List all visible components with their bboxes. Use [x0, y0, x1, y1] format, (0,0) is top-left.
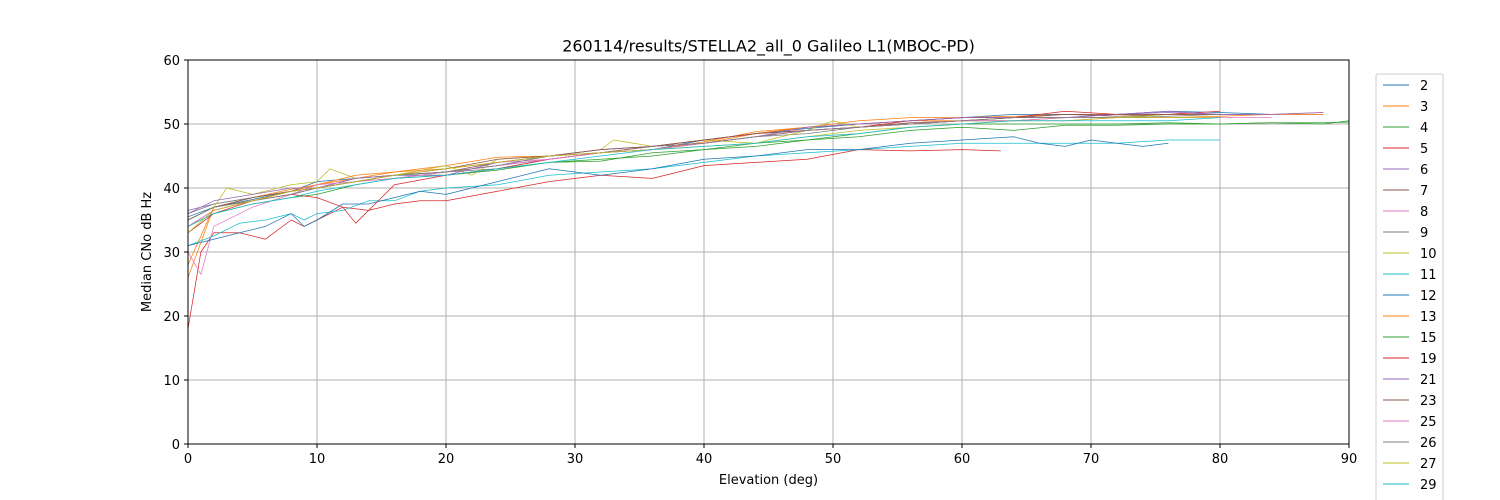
legend-label-21: 21	[1420, 373, 1437, 388]
x-tick-label: 90	[1341, 452, 1358, 467]
legend-label-5: 5	[1420, 142, 1428, 157]
y-tick-label: 50	[163, 118, 180, 133]
legend-label-25: 25	[1420, 415, 1437, 430]
x-axis-ticks: 0 10 20 30 40 50 60 70 80 90	[184, 444, 1357, 467]
legend-label-29: 29	[1420, 478, 1437, 493]
chart-title: 260114/results/STELLA2_all_0 Galileo L1(…	[562, 37, 975, 57]
y-axis-label: Median CNo dB Hz	[140, 192, 155, 312]
legend-label-7: 7	[1420, 184, 1428, 199]
x-tick-label: 50	[825, 452, 842, 467]
series-line-5	[187, 149, 1001, 329]
x-tick-label: 70	[1083, 452, 1100, 467]
y-axis-ticks: 0 10 20 30 40 50 60	[163, 54, 188, 453]
x-tick-label: 30	[567, 452, 584, 467]
series-line-13	[187, 114, 1324, 278]
y-tick-label: 40	[163, 182, 180, 197]
plot-lines	[187, 110, 1350, 329]
y-tick-label: 30	[163, 246, 180, 261]
x-tick-label: 80	[1212, 452, 1229, 467]
x-tick-label: 0	[184, 452, 192, 467]
series-line-3	[187, 112, 1324, 265]
y-tick-label: 20	[163, 310, 180, 325]
legend-label-9: 9	[1420, 226, 1428, 241]
legend-label-4: 4	[1420, 121, 1428, 136]
legend-label-3: 3	[1420, 100, 1428, 115]
legend-label-12: 12	[1420, 289, 1437, 304]
series-line-29	[187, 117, 1221, 227]
legend-frame	[1375, 73, 1444, 500]
series-line-11	[187, 139, 1220, 246]
series-line-26	[187, 114, 1221, 221]
series-line-15	[187, 121, 1350, 227]
legend-label-8: 8	[1420, 205, 1428, 220]
legend-label-2: 2	[1420, 79, 1428, 94]
x-tick-label: 60	[954, 452, 971, 467]
legend-label-11: 11	[1420, 268, 1437, 283]
y-tick-label: 60	[163, 54, 180, 69]
legend-label-19: 19	[1420, 352, 1437, 367]
x-tick-label: 20	[438, 452, 455, 467]
legend-label-23: 23	[1420, 394, 1437, 409]
y-tick-label: 0	[172, 438, 180, 453]
series-line-8	[187, 117, 1272, 275]
x-tick-label: 10	[309, 452, 326, 467]
x-axis-label: Elevation (deg)	[719, 473, 818, 488]
x-tick-label: 40	[696, 452, 713, 467]
y-tick-label: 10	[163, 374, 180, 389]
legend-label-6: 6	[1420, 163, 1428, 178]
legend-label-13: 13	[1420, 310, 1437, 325]
series-line-12	[187, 136, 1169, 246]
legend-label-15: 15	[1420, 331, 1437, 346]
legend-label-10: 10	[1420, 247, 1437, 262]
series-line-6	[187, 112, 1324, 211]
legend-label-26: 26	[1420, 436, 1437, 451]
legend-label-27: 27	[1420, 457, 1437, 472]
